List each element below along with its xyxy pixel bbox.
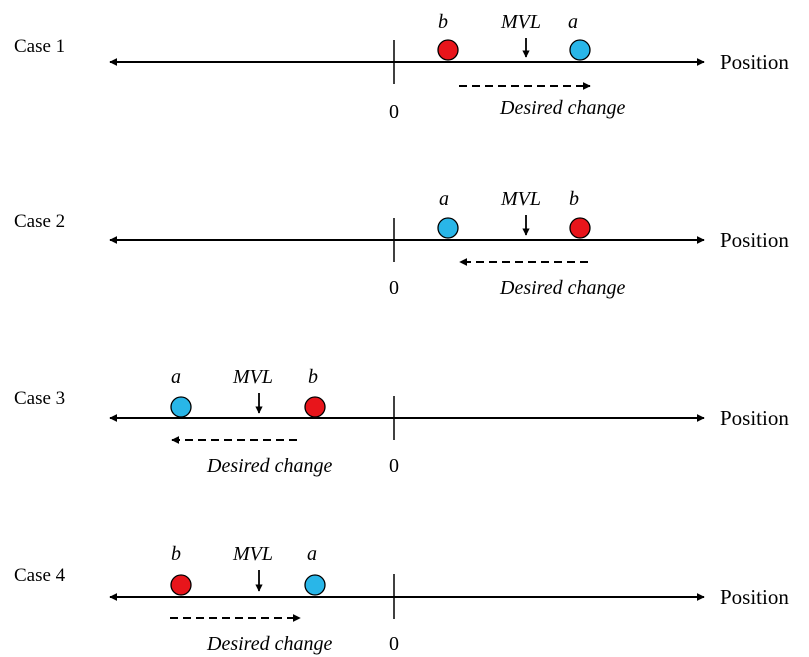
case-label: Case 1	[14, 36, 65, 57]
point-b-marker	[437, 39, 459, 61]
case-4-panel: Case 4 0 b a Position MVL Desired change	[14, 543, 789, 655]
point-a-marker	[437, 217, 459, 239]
zero-label: 0	[389, 633, 399, 655]
case-3-panel: Case 3 0 Position a b MVL Desired change	[14, 366, 789, 477]
case-label: Case 2	[14, 211, 65, 232]
point-b-label: b	[569, 188, 579, 210]
zero-label: 0	[389, 455, 399, 477]
axis-label: Position	[720, 228, 789, 252]
axis-label: Position	[720, 406, 789, 430]
point-a-marker	[170, 396, 192, 418]
case-1-panel: Case 1 0 Position b a MVL Desired change	[14, 11, 789, 123]
point-a-marker	[304, 574, 326, 596]
mvl-label: MVL	[232, 543, 273, 565]
point-a-label: a	[171, 366, 181, 388]
axis-label: Position	[720, 585, 789, 609]
point-a-label: a	[307, 543, 317, 565]
point-a-marker	[569, 39, 591, 61]
case-2-panel: Case 2 0 Position a b MVL Desired change	[14, 188, 789, 299]
zero-label: 0	[389, 277, 399, 299]
point-b-label: b	[171, 543, 181, 565]
point-b-label: b	[438, 11, 448, 33]
mvl-label: MVL	[232, 366, 273, 388]
point-a-label: a	[568, 11, 578, 33]
point-b-marker	[304, 396, 326, 418]
desired-change-label: Desired change	[499, 277, 625, 299]
point-b-label: b	[308, 366, 318, 388]
desired-change-label: Desired change	[206, 633, 332, 655]
case-label: Case 4	[14, 565, 66, 586]
point-a-label: a	[439, 188, 449, 210]
case-label: Case 3	[14, 388, 65, 409]
mvl-label: MVL	[500, 188, 541, 210]
point-b-marker	[569, 217, 591, 239]
desired-change-label: Desired change	[499, 97, 625, 119]
point-b-marker	[170, 574, 192, 596]
desired-change-label: Desired change	[206, 455, 332, 477]
mvl-label: MVL	[500, 11, 541, 33]
axis-label: Position	[720, 50, 789, 74]
zero-label: 0	[389, 101, 399, 123]
